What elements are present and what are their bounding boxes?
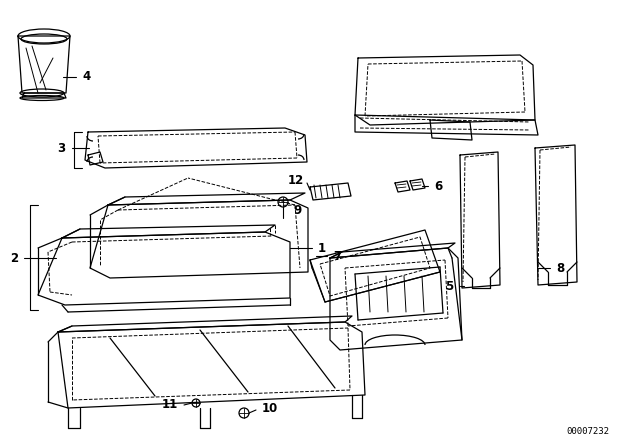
Text: 11: 11 [162,399,178,412]
Text: 10: 10 [262,401,278,414]
Text: 1: 1 [318,241,326,254]
Text: 6: 6 [434,180,442,193]
Text: 12: 12 [288,173,304,186]
Text: 9: 9 [293,203,301,216]
Text: 5: 5 [445,280,453,293]
Text: 4: 4 [82,70,90,83]
Text: 8: 8 [556,262,564,275]
Text: 3: 3 [57,142,65,155]
Text: 00007232: 00007232 [566,427,609,436]
Text: 2: 2 [10,251,18,264]
Text: 7: 7 [333,250,341,263]
